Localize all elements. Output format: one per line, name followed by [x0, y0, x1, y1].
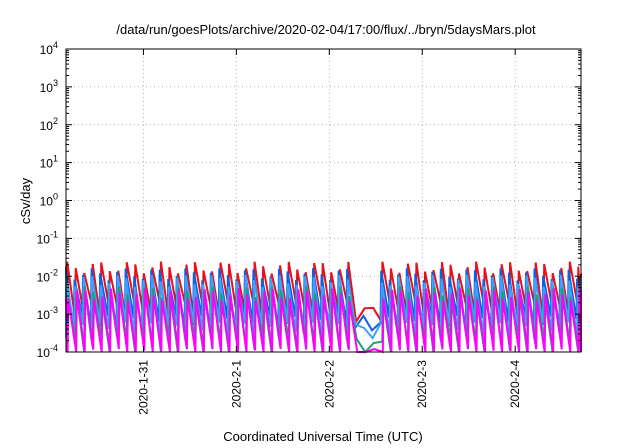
y-tick-label: 102: [40, 116, 58, 133]
x-tick-label: 2020-2-2: [322, 360, 336, 408]
y-tick-label: 10-4: [37, 343, 58, 360]
x-tick-label: 2020-2-4: [508, 360, 522, 408]
y-tick-label: 10-2: [37, 267, 58, 284]
y-tick-label: 10-1: [37, 229, 58, 246]
y-tick-label: 10-3: [37, 305, 58, 322]
y-tick-label: 103: [40, 78, 58, 95]
series-group: [65, 261, 582, 354]
y-tick-label: 100: [40, 192, 58, 209]
y-tick-label: 101: [40, 154, 58, 171]
x-axis: 2020-1-31 2020-2-1 2020-2-2 2020-2-3 2020-2-…: [136, 49, 522, 415]
x-axis-label: Coordinated Universal Time (UTC): [223, 429, 422, 444]
y-axis-label: cSv/day: [18, 177, 33, 224]
y-tick-label: 104: [40, 40, 58, 57]
chart-title: /data/run/goesPlots/archive/2020-02-04/1…: [116, 22, 536, 37]
x-tick-label: 2020-1-31: [136, 360, 150, 415]
x-tick-label: 2020-2-3: [415, 360, 429, 408]
y-axis: 10-4 10-3 10-2 10-1 100 101 102 103 104: [37, 40, 581, 360]
x-tick-label: 2020-2-1: [229, 360, 243, 408]
